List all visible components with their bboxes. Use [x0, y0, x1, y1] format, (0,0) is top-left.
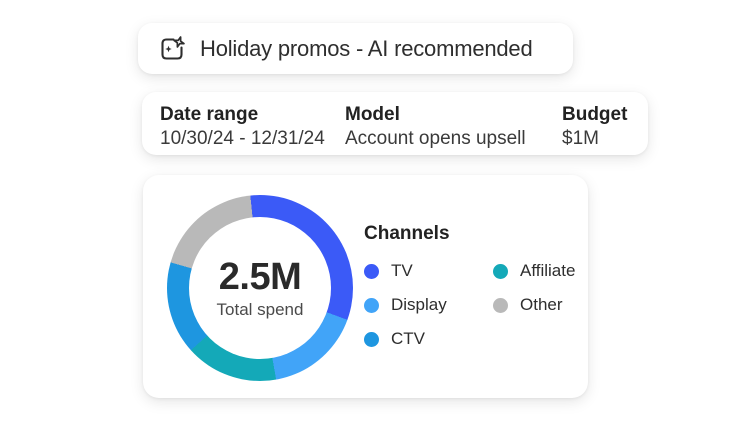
donut-chart: 2.5M Total spend — [167, 195, 353, 381]
legend-dot-other — [493, 297, 508, 313]
summary-field-budget: Budget $1M — [562, 103, 627, 151]
legend-label: Affiliate — [520, 261, 576, 280]
legend-dot-tv — [364, 263, 379, 279]
legend-item-other: Other — [493, 295, 575, 315]
summary-field-date-range: Date range 10/30/24 - 12/31/24 — [160, 103, 345, 151]
summary-field-model: Model Account opens upsell — [345, 103, 562, 151]
legend-label: TV — [391, 261, 413, 280]
legend-title: Channels — [364, 223, 450, 244]
legend-item-tv: TV — [364, 261, 493, 281]
total-spend-label: Total spend — [216, 299, 304, 319]
ai-generate-sparkle-icon — [158, 35, 186, 63]
legend-items: TV Display CTV Affiliate Other — [364, 254, 575, 356]
legend-item-display: Display — [364, 295, 493, 315]
legend-label: Display — [391, 295, 447, 314]
legend-label: Other — [520, 295, 563, 314]
spend-chart-card: 2.5M Total spend Channels TV Display CTV Af… — [143, 175, 588, 398]
chart-legend: Channels TV Display CTV Affiliate Other — [364, 221, 575, 356]
legend-dot-ctv — [364, 331, 379, 347]
campaign-summary-card: Date range 10/30/24 - 12/31/24 Model Accoun… — [142, 92, 648, 155]
summary-field-value: $1M — [562, 128, 599, 149]
summary-field-value: 10/30/24 - 12/31/24 — [160, 128, 325, 149]
summary-field-label: Date range — [160, 104, 259, 125]
summary-field-label: Budget — [562, 104, 628, 125]
legend-item-ctv: CTV — [364, 329, 493, 349]
summary-field-value: Account opens upsell — [345, 128, 526, 149]
legend-dot-display — [364, 297, 379, 313]
legend-dot-affiliate — [493, 263, 508, 279]
ai-recommendation-card[interactable]: Holiday promos - AI recommended — [138, 23, 573, 74]
legend-item-affiliate: Affiliate — [493, 261, 575, 281]
legend-label: CTV — [391, 329, 425, 348]
donut-center: 2.5M Total spend — [189, 217, 331, 359]
recommendation-title: Holiday promos - AI recommended — [200, 35, 533, 61]
total-spend-value: 2.5M — [218, 255, 302, 298]
summary-field-label: Model — [345, 104, 400, 125]
